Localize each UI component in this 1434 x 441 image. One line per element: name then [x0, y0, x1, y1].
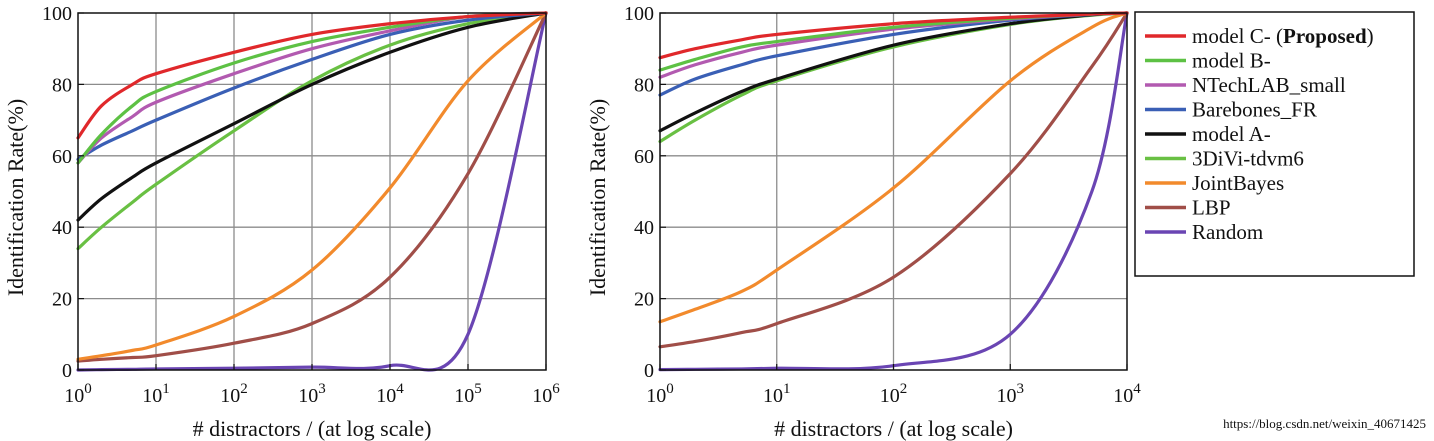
legend-label: LBP	[1192, 196, 1231, 220]
x-tick-label: 100	[64, 381, 92, 407]
series-line-model-a	[76, 11, 548, 222]
x-tick-label: 101	[142, 381, 170, 407]
x-tick-label: 100	[646, 381, 674, 407]
y-tick-label: 0	[644, 360, 654, 382]
chart-right: 0 20 40 60 80 100 100 101 102 103 104 # distractors…	[585, 3, 1141, 441]
series-line-lbp	[658, 11, 1129, 349]
y-tick-label: 40	[634, 217, 654, 239]
legend-label: model B-	[1192, 49, 1271, 73]
legend: model C- (Proposed)model B-NTechLAB_smal…	[1134, 11, 1415, 277]
series-line-3divi-tdvm6	[76, 11, 548, 251]
y-tick-label: 80	[52, 74, 72, 96]
y-tick-label: 20	[634, 289, 654, 311]
x-tick-label: 103	[997, 381, 1025, 407]
legend-item-model-a: model A-	[1145, 122, 1271, 146]
x-tick-label: 102	[220, 381, 248, 407]
y-tick-label: 40	[52, 217, 72, 239]
legend-item-3divi-tdvm6: 3DiVi-tdvm6	[1145, 147, 1304, 171]
y-tick-label: 100	[42, 3, 72, 25]
y-tick-label: 60	[634, 146, 654, 168]
legend-item-model-b: model B-	[1145, 49, 1271, 73]
legend-label: Random	[1192, 220, 1263, 244]
y-tick-label: 20	[52, 289, 72, 311]
series-line-jointbayes	[76, 11, 548, 361]
legend-label: 3DiVi-tdvm6	[1192, 147, 1304, 171]
legend-label: NTechLAB_small	[1192, 73, 1346, 97]
y-tick-label: 0	[62, 360, 72, 382]
y-axis-title: Identification Rate(%)	[585, 99, 610, 296]
y-tick-label: 100	[624, 3, 654, 25]
series-line-model-c	[76, 11, 548, 140]
legend-item-ntechlab-small: NTechLAB_small	[1145, 73, 1346, 97]
x-tick-label: 104	[376, 381, 404, 407]
y-tick-label: 80	[634, 74, 654, 96]
x-tick-label: 101	[763, 381, 791, 407]
watermark-text: https://blog.csdn.net/weixin_40671425	[1223, 416, 1426, 431]
series-line-model-c	[658, 11, 1129, 60]
legend-item-lbp: LBP	[1145, 196, 1231, 220]
x-axis-title: # distractors / (at log scale)	[193, 416, 432, 441]
series-line-jointbayes	[658, 11, 1129, 324]
x-tick-label: 105	[454, 381, 482, 407]
y-tick-label: 60	[52, 146, 72, 168]
legend-label: model A-	[1192, 122, 1271, 146]
legend-label: JointBayes	[1192, 171, 1284, 195]
legend-item-random: Random	[1145, 220, 1263, 244]
x-tick-label: 102	[880, 381, 908, 407]
series-line-lbp	[76, 11, 548, 363]
legend-item-barebones-fr: Barebones_FR	[1145, 98, 1317, 122]
legend-box	[1134, 11, 1415, 277]
series-line-barebones-fr	[76, 11, 548, 161]
legend-label: Barebones_FR	[1192, 98, 1317, 122]
x-tick-label: 103	[298, 381, 326, 407]
legend-item-jointbayes: JointBayes	[1145, 171, 1284, 195]
x-tick-label: 106	[532, 381, 560, 407]
chart-left: 0 20 40 60 80 100 100 101 102 103 104 105 106 # distr…	[3, 3, 560, 441]
legend-label: model C- (Proposed)	[1192, 24, 1374, 48]
y-axis-title: Identification Rate(%)	[3, 99, 28, 296]
legend-item-model-c: model C- (Proposed)	[1145, 24, 1374, 48]
x-tick-label: 104	[1113, 381, 1141, 407]
x-axis-title: # distractors / (at log scale)	[774, 416, 1013, 441]
